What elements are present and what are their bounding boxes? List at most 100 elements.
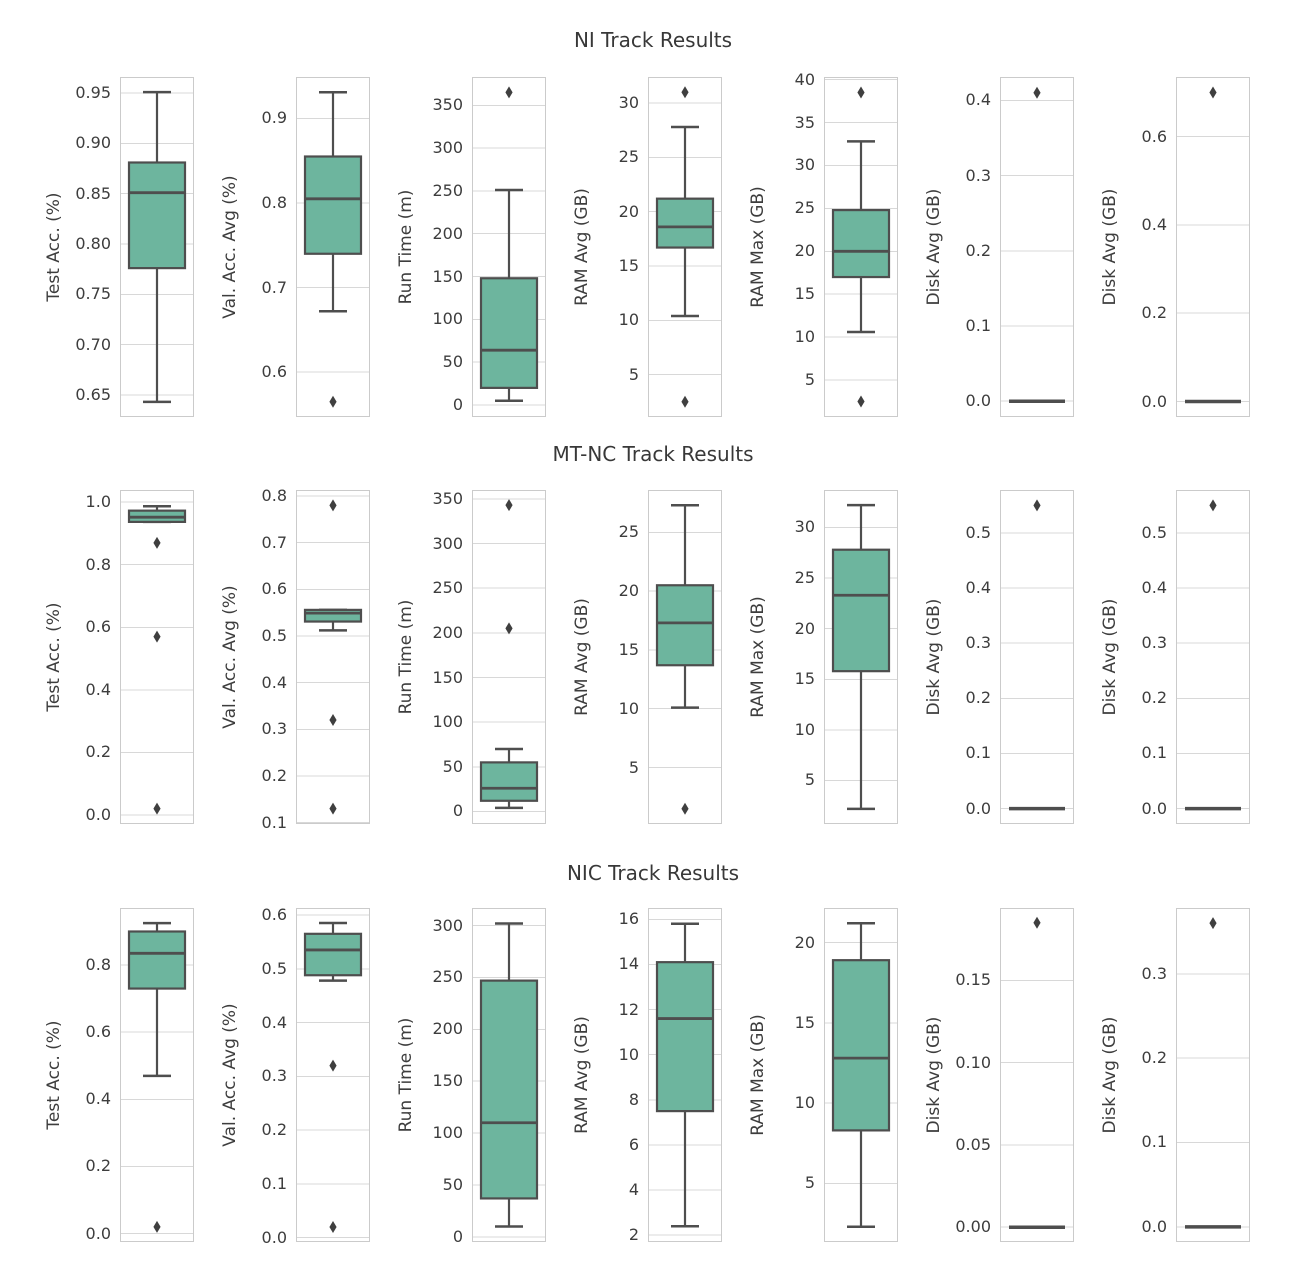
axes-row3-col1: [120, 908, 194, 1242]
y-tick-label: 16: [618, 909, 639, 929]
y-tick-label: 0.2: [1141, 1048, 1167, 1068]
box: [655, 961, 715, 1113]
y-tick-label: 0.5: [1141, 522, 1167, 542]
y-tick-label: 0.4: [1141, 214, 1167, 234]
y-tick-label: 200: [432, 622, 463, 642]
y-tick-label: 10: [618, 698, 639, 718]
y-axis-label: RAM Max (GB): [748, 186, 768, 308]
outlier-marker: [153, 536, 161, 549]
y-tick-label: 25: [794, 198, 815, 218]
y-tick-label: 25: [794, 568, 815, 588]
outlier-marker: [329, 395, 337, 408]
y-tick-label: 30: [618, 93, 639, 113]
y-tick-label: 10: [794, 1093, 815, 1113]
y-tick-label: 8: [628, 1089, 639, 1109]
outlier-marker: [505, 86, 513, 99]
y-tick-label: 30: [794, 517, 815, 537]
y-tick-label: 0.7: [261, 277, 287, 297]
axes-row2-col4: [648, 490, 722, 824]
y-tick-label: 0: [452, 395, 463, 414]
y-axis-label: Run Time (m): [396, 599, 416, 715]
y-tick-label: 0.6: [85, 617, 111, 637]
y-tick-label: 150: [432, 667, 463, 687]
y-axis-label: Disk Avg (GB): [924, 188, 944, 306]
y-tick-label: 20: [794, 932, 815, 952]
box: [831, 208, 891, 279]
y-tick-label: 0.3: [965, 633, 991, 653]
y-tick-label: 0.8: [261, 193, 287, 213]
axes-row3-col2: [296, 908, 370, 1242]
y-tick-label: 1.0: [85, 492, 111, 512]
y-axis-label: RAM Max (GB): [748, 1014, 768, 1136]
y-tick-label: 0.4: [1141, 578, 1167, 598]
y-axis-label: Run Time (m): [396, 189, 416, 305]
y-tick-label: 250: [432, 967, 463, 987]
y-tick-label: 10: [618, 1044, 639, 1064]
outlier-marker: [329, 1220, 337, 1233]
y-tick-label: 20: [794, 618, 815, 638]
y-tick-label: 100: [432, 1123, 463, 1143]
y-axis-label: Disk Avg (GB): [924, 598, 944, 716]
y-tick-label: 15: [794, 1012, 815, 1032]
y-tick-label: 0.8: [261, 486, 287, 506]
y-tick-label: 0.75: [75, 284, 111, 304]
y-tick-label: 0.0: [85, 804, 111, 824]
y-tick-label: 0.4: [965, 90, 991, 110]
y-axis-label: RAM Avg (GB): [572, 598, 592, 716]
axes-row3-col5: [824, 908, 898, 1242]
y-tick-label: 300: [432, 915, 463, 935]
axes-frame: [1176, 490, 1250, 824]
y-tick-label: 0.3: [261, 719, 287, 739]
y-tick-label: 0: [452, 801, 463, 821]
y-tick-label: 0.6: [85, 1022, 111, 1042]
outlier-marker: [681, 86, 689, 99]
axes-frame: [1000, 490, 1074, 824]
y-tick-label: 0.2: [261, 1120, 287, 1140]
y-tick-label: 300: [432, 533, 463, 553]
outlier-marker: [329, 713, 337, 726]
y-tick-label: 250: [432, 578, 463, 598]
outlier-marker: [857, 395, 865, 408]
y-tick-label: 0.0: [261, 1227, 287, 1247]
y-tick-label: 0.6: [261, 579, 287, 599]
y-axis-label: RAM Avg (GB): [572, 1016, 592, 1134]
axes-row2-col2: [296, 490, 370, 824]
y-tick-label: 5: [804, 1173, 815, 1193]
y-tick-label: 0.85: [75, 183, 111, 203]
outlier-marker: [153, 802, 161, 815]
y-tick-label: 0.3: [1141, 963, 1167, 983]
y-tick-label: 0.5: [261, 958, 287, 978]
y-axis-label: Val. Acc. Avg (%): [220, 585, 240, 729]
y-tick-label: 0.1: [965, 743, 991, 763]
outlier-marker: [681, 395, 689, 408]
y-tick-label: 0.1: [965, 315, 991, 335]
y-tick-label: 0.6: [261, 362, 287, 382]
y-tick-label: 0.0: [1141, 798, 1167, 818]
y-tick-label: 0.8: [85, 554, 111, 574]
axes-frame: [1176, 908, 1250, 1242]
axes-row3-col3: [472, 908, 546, 1242]
axes-row2-col7: [1176, 490, 1250, 824]
outlier-marker: [505, 499, 513, 512]
row-title: MT-NC Track Results: [552, 442, 754, 466]
y-tick-label: 250: [432, 180, 463, 200]
y-tick-label: 0.4: [85, 679, 111, 699]
y-axis-label: Disk Avg (GB): [924, 1016, 944, 1134]
y-axis-label: Test Acc. (%): [44, 602, 64, 712]
y-tick-label: 5: [804, 770, 815, 790]
box: [479, 979, 539, 1200]
y-tick-label: 150: [432, 1071, 463, 1091]
y-tick-label: 5: [628, 757, 639, 777]
outlier-marker: [329, 499, 337, 512]
y-tick-label: 0.8: [85, 955, 111, 975]
box: [127, 161, 187, 270]
y-tick-label: 15: [794, 284, 815, 304]
y-axis-label: Test Acc. (%): [44, 1020, 64, 1130]
y-tick-label: 0.4: [261, 672, 287, 692]
y-tick-label: 0.1: [1141, 1132, 1167, 1152]
y-tick-label: 20: [618, 201, 639, 221]
y-axis-label: Val. Acc. Avg (%): [220, 175, 240, 319]
outlier-marker: [329, 1059, 337, 1072]
y-tick-label: 0.15: [955, 970, 991, 990]
